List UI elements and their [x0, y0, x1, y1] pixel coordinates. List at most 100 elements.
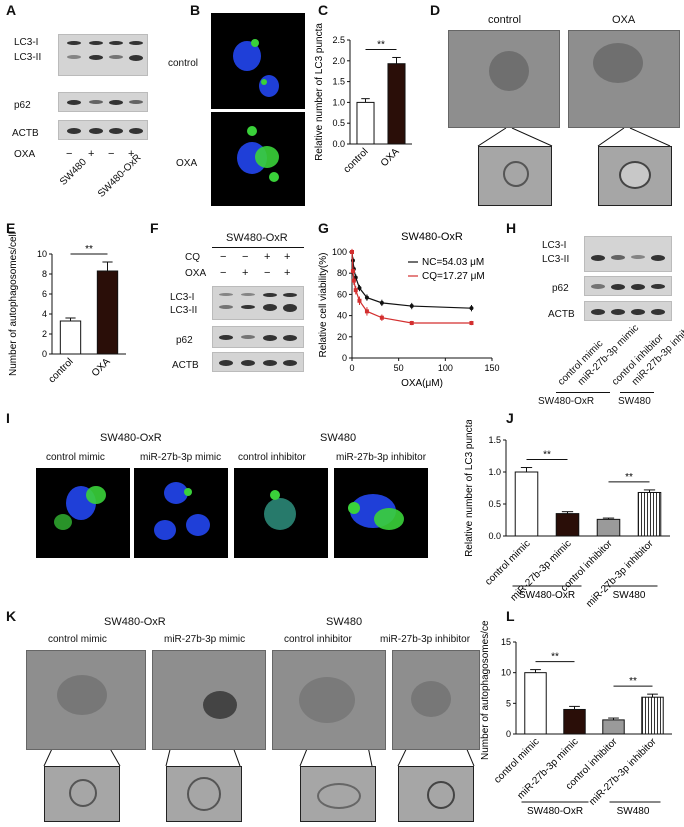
- y-tick-label: 8: [42, 269, 47, 279]
- y-tick-label: 10: [37, 249, 47, 259]
- bar: [96, 270, 119, 355]
- p62-label: p62: [14, 100, 31, 111]
- lc3i-label: LC3-I: [14, 37, 39, 48]
- x-tick-label: 50: [394, 363, 404, 373]
- em-zoom-k-1: [44, 766, 120, 822]
- y-tick-label: 4: [42, 309, 47, 319]
- b-oxa-label: OXA: [176, 158, 198, 169]
- k-group-1: SW480-OxR: [104, 616, 166, 628]
- k-group-2: SW480: [326, 616, 363, 628]
- bar: [641, 696, 664, 735]
- em-zoom-k-4: [398, 766, 474, 822]
- i-col-3: control inhibitor: [238, 452, 306, 463]
- blot-h-p62: [584, 276, 672, 296]
- h-group-rule-1: [556, 392, 610, 393]
- fluor-image-i-3: [234, 468, 328, 558]
- data-point: [353, 275, 358, 280]
- em-image-k-1: [26, 650, 146, 750]
- h-lc3ii-label: LC3-II: [542, 254, 570, 265]
- chart-j: 0.0 0.5 1.0 1.5 Relative number of LC3 punct…: [464, 420, 670, 610]
- data-point: [469, 321, 474, 326]
- h-group-rule-2: [620, 392, 654, 393]
- fluor-image-i-4: [334, 468, 428, 558]
- f-cq-sign-1: −: [220, 251, 227, 263]
- y-tick-label: 1.5: [332, 77, 345, 87]
- f-cq-sign-3: +: [264, 251, 271, 263]
- y-tick-label: 80: [337, 268, 347, 278]
- em-image-k-2: [152, 650, 266, 750]
- data-point: [379, 315, 384, 320]
- fluor-image-i-1: [36, 468, 130, 558]
- y-tick-label: 10: [501, 668, 511, 678]
- blot-a-lc3: [58, 34, 148, 76]
- bar: [602, 719, 625, 735]
- panel-label-c: C: [318, 2, 329, 18]
- bar: [637, 491, 662, 537]
- y-axis-label: Number of autophagosomes/cell: [8, 232, 19, 376]
- lc3ii-label: LC3-II: [14, 52, 42, 63]
- x-tick-label: OXA: [379, 146, 402, 169]
- x-tick-label: control: [342, 146, 371, 175]
- y-axis-label: Relative number of LC3 puncta: [314, 23, 325, 161]
- group-label: SW480-OxR: [527, 806, 583, 817]
- panel-label-e: E: [6, 220, 16, 236]
- x-tick-label: 100: [438, 363, 453, 373]
- sig-stars: **: [543, 450, 551, 461]
- panel-label-b: B: [190, 2, 201, 18]
- data-point: [353, 288, 358, 293]
- em-zoom-d-control: [478, 146, 552, 206]
- x-tick-label: miR-27b-3p inhibitor: [587, 736, 659, 808]
- k-col-4: miR-27b-3p inhibitor: [380, 634, 471, 645]
- blot-h-actb: [584, 301, 672, 321]
- i-col-1: control mimic: [46, 452, 105, 463]
- f-cq-sign-4: +: [284, 251, 291, 263]
- legend-label: CQ=17.27 μM: [422, 271, 485, 282]
- i-col-2: miR-27b-3p mimic: [140, 452, 222, 463]
- fluor-image-b-control: [211, 13, 305, 109]
- sig-stars: **: [625, 472, 633, 483]
- panel-label-f: F: [150, 220, 159, 236]
- sign-a-1: −: [66, 148, 73, 160]
- panel-label-i: I: [6, 410, 10, 426]
- chart-title: SW480-OxR: [401, 231, 463, 243]
- y-tick-label: 15: [501, 637, 511, 647]
- data-point: [357, 298, 362, 303]
- f-cq-sign-2: −: [242, 251, 249, 263]
- sign-a-4: +: [128, 148, 135, 160]
- panel-label-j: J: [506, 410, 514, 426]
- h-group-1: SW480-OxR: [538, 396, 595, 407]
- f-lc3ii-label: LC3-II: [170, 305, 198, 316]
- y-tick-label: 0: [506, 729, 511, 739]
- f-oxa-sign-4: +: [284, 267, 291, 279]
- x-axis-label: OXA(μM): [401, 378, 443, 389]
- k-col-1: control mimic: [48, 634, 107, 645]
- data-point: [350, 250, 354, 254]
- y-tick-label: 2.5: [332, 35, 345, 45]
- f-oxa-label: OXA: [185, 268, 207, 279]
- bar: [596, 518, 621, 537]
- y-tick-label: 2.0: [332, 56, 345, 66]
- em-image-d-oxa: [568, 30, 680, 128]
- blot-a-p62: [58, 92, 148, 112]
- f-oxa-sign-2: +: [242, 267, 249, 279]
- sig-stars: **: [377, 39, 385, 50]
- f-actb-label: ACTB: [172, 360, 199, 371]
- blot-f-lc3: [212, 286, 304, 320]
- data-point: [350, 269, 355, 274]
- y-tick-label: 0: [42, 349, 47, 359]
- f-lc3i-label: LC3-I: [170, 292, 195, 303]
- chart-e: 0 2 4 6 8 10 Number of autophagosomes/cell cont…: [8, 232, 126, 385]
- bar: [59, 320, 82, 355]
- panel-label-l: L: [506, 608, 515, 624]
- i-group-1: SW480-OxR: [100, 432, 162, 444]
- b-control-label: control: [168, 58, 199, 69]
- blot-f-p62: [212, 326, 304, 348]
- em-image-d-control: [448, 30, 560, 128]
- sig-stars: **: [629, 676, 637, 687]
- x-tick-label: 0: [349, 363, 354, 373]
- d-oxa-label: OXA: [612, 14, 636, 26]
- panel-label-d: D: [430, 2, 441, 18]
- sig-stars: **: [85, 244, 93, 255]
- y-tick-label: 0.0: [488, 531, 501, 541]
